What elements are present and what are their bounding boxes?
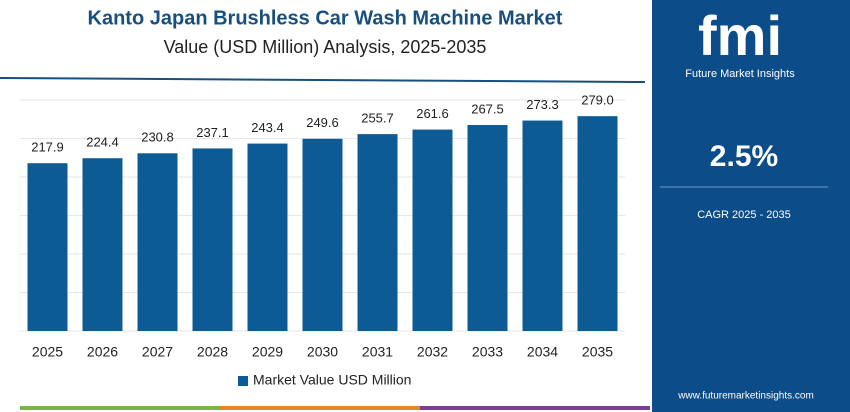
x-tick-label: 2027 bbox=[142, 344, 173, 360]
logo-subtitle: Future Market Insights bbox=[685, 68, 795, 80]
value-label: 237.1 bbox=[196, 125, 229, 140]
footer-strip bbox=[220, 406, 420, 410]
x-tick-label: 2029 bbox=[252, 344, 283, 360]
value-label: 243.4 bbox=[251, 120, 284, 135]
x-tick-label: 2026 bbox=[87, 344, 118, 360]
x-tick-label: 2025 bbox=[32, 344, 63, 360]
title-rule bbox=[0, 77, 646, 83]
value-label: 255.7 bbox=[361, 111, 394, 126]
value-label: 267.5 bbox=[471, 101, 504, 116]
x-tick-label: 2031 bbox=[362, 344, 393, 360]
x-tick-label: 2030 bbox=[307, 344, 338, 360]
value-label: 224.4 bbox=[86, 135, 119, 150]
bar bbox=[302, 138, 343, 331]
bar bbox=[247, 143, 288, 331]
x-tick-label: 2033 bbox=[472, 344, 503, 360]
x-tick-label: 2034 bbox=[527, 344, 558, 360]
value-label: 273.3 bbox=[526, 97, 559, 112]
legend-label: Market Value USD Million bbox=[253, 372, 411, 388]
chart-title: Kanto Japan Brushless Car Wash Machine M… bbox=[88, 7, 563, 29]
website: www.futuremarketinsights.com bbox=[677, 391, 814, 402]
side-panel bbox=[652, 0, 850, 412]
cagr-label: CAGR 2025 - 2035 bbox=[697, 209, 791, 221]
value-label: 217.9 bbox=[31, 140, 64, 155]
bar bbox=[412, 129, 453, 331]
logo: fmi bbox=[698, 4, 782, 67]
bar bbox=[522, 120, 563, 332]
cagr-value: 2.5% bbox=[710, 140, 778, 173]
value-label: 249.6 bbox=[306, 115, 339, 130]
x-tick-label: 2028 bbox=[197, 344, 228, 360]
bar bbox=[82, 158, 123, 331]
bar bbox=[137, 153, 178, 331]
value-label: 279.0 bbox=[581, 93, 614, 108]
value-label: 230.8 bbox=[141, 130, 174, 145]
bar bbox=[467, 125, 508, 332]
footer-strip bbox=[20, 406, 220, 410]
footer-strip bbox=[420, 406, 650, 410]
bar bbox=[577, 116, 618, 331]
x-tick-label: 2035 bbox=[582, 344, 613, 360]
bar bbox=[357, 134, 398, 331]
chart-subtitle: Value (USD Million) Analysis, 2025-2035 bbox=[164, 37, 487, 57]
value-label: 261.6 bbox=[416, 106, 449, 121]
legend-swatch bbox=[238, 376, 248, 386]
x-tick-label: 2032 bbox=[417, 344, 448, 360]
bar bbox=[192, 148, 233, 331]
bar bbox=[27, 163, 68, 331]
